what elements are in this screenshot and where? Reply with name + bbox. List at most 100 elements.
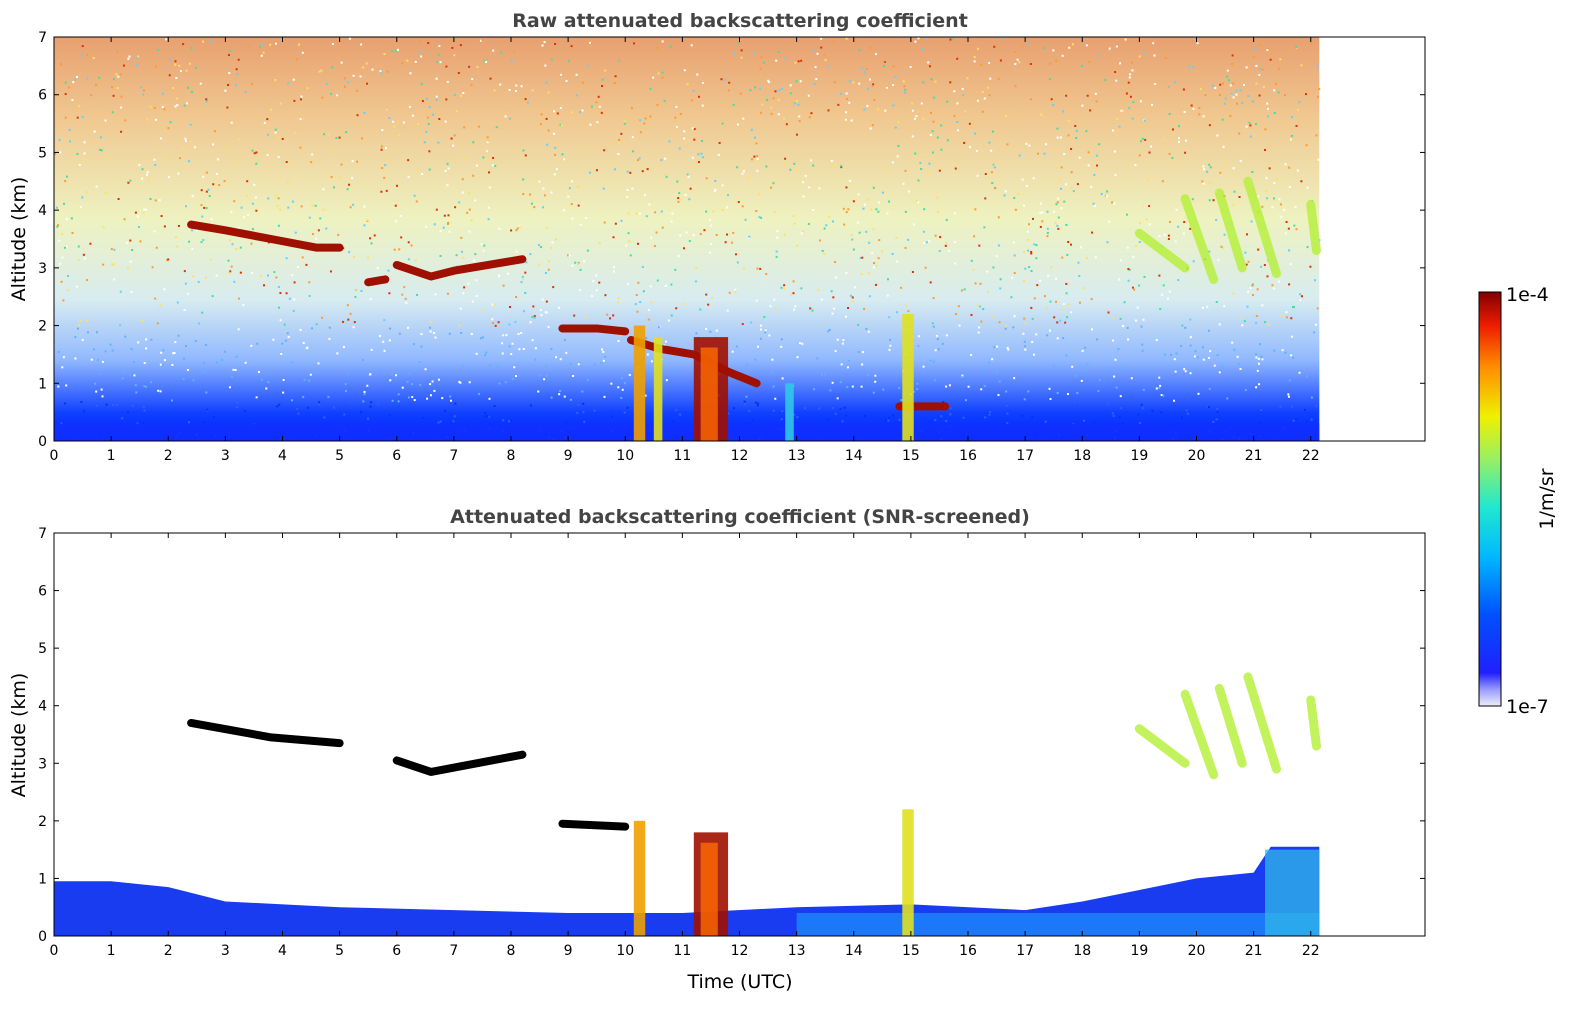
noise-speck xyxy=(157,389,160,392)
noise-speck xyxy=(1280,314,1283,317)
noise-speck xyxy=(820,46,823,49)
noise-speck xyxy=(966,77,969,80)
noise-speck xyxy=(921,48,924,51)
noise-speck xyxy=(385,108,388,111)
noise-speck xyxy=(493,89,496,92)
noise-speck xyxy=(352,74,355,77)
noise-speck xyxy=(82,410,85,413)
noise-speck xyxy=(1055,277,1058,280)
noise-speck xyxy=(668,140,671,143)
noise-speck xyxy=(841,342,844,345)
noise-speck xyxy=(120,130,123,133)
noise-speck xyxy=(868,295,871,298)
noise-speck xyxy=(163,288,166,291)
noise-speck xyxy=(567,254,570,257)
noise-speck xyxy=(1163,233,1166,236)
noise-speck xyxy=(550,191,553,194)
noise-speck xyxy=(223,350,226,353)
noise-speck xyxy=(922,230,925,233)
noise-speck xyxy=(491,318,494,321)
noise-speck xyxy=(388,292,391,295)
noise-speck xyxy=(767,81,770,84)
noise-speck xyxy=(1309,265,1312,268)
noise-speck xyxy=(1141,349,1144,352)
noise-speck xyxy=(169,121,172,124)
noise-speck xyxy=(518,226,521,229)
noise-speck xyxy=(582,402,585,405)
noise-speck xyxy=(834,261,837,264)
noise-speck xyxy=(487,206,490,209)
noise-speck xyxy=(460,94,463,97)
noise-speck xyxy=(1096,164,1099,167)
noise-speck xyxy=(1078,301,1081,304)
noise-speck xyxy=(1049,398,1052,401)
noise-speck xyxy=(295,58,298,61)
noise-speck xyxy=(265,387,268,390)
noise-speck xyxy=(1129,95,1132,98)
noise-speck xyxy=(861,363,864,366)
noise-speck xyxy=(361,369,364,372)
noise-speck xyxy=(872,262,875,265)
noise-speck xyxy=(134,211,137,214)
noise-speck xyxy=(726,309,729,312)
noise-speck xyxy=(586,378,589,381)
noise-speck xyxy=(1056,321,1059,324)
noise-speck xyxy=(765,165,768,168)
noise-speck xyxy=(905,304,908,307)
noise-speck xyxy=(71,99,74,102)
noise-speck xyxy=(1298,101,1301,104)
noise-speck xyxy=(487,218,490,221)
noise-speck xyxy=(325,227,328,230)
noise-speck xyxy=(407,396,410,399)
noise-speck xyxy=(299,328,302,331)
noise-speck xyxy=(960,289,963,292)
noise-speck xyxy=(773,211,776,214)
noise-speck xyxy=(760,56,763,59)
noise-speck xyxy=(866,104,869,107)
noise-speck xyxy=(316,371,319,374)
noise-speck xyxy=(715,329,718,332)
noise-speck xyxy=(587,41,590,44)
noise-speck xyxy=(81,196,84,199)
y-tick-label: 1 xyxy=(38,871,47,887)
noise-speck xyxy=(1291,405,1294,408)
noise-speck xyxy=(437,141,440,144)
noise-speck xyxy=(1097,389,1100,392)
noise-speck xyxy=(1048,78,1051,81)
noise-speck xyxy=(874,283,877,286)
noise-speck xyxy=(1199,87,1202,90)
noise-speck xyxy=(325,82,328,85)
noise-speck xyxy=(734,290,737,293)
noise-speck xyxy=(1306,246,1309,249)
noise-speck xyxy=(261,43,264,46)
noise-speck xyxy=(165,155,168,158)
noise-speck xyxy=(444,169,447,172)
noise-speck xyxy=(1033,243,1036,246)
noise-speck xyxy=(229,270,232,273)
noise-speck xyxy=(1295,45,1298,48)
colorbar-min-label: 1e-7 xyxy=(1506,696,1549,718)
noise-speck xyxy=(416,293,419,296)
noise-speck xyxy=(400,236,403,239)
noise-speck xyxy=(318,401,321,404)
noise-speck xyxy=(410,383,413,386)
noise-speck xyxy=(1251,283,1254,286)
noise-speck xyxy=(1077,261,1080,264)
noise-speck xyxy=(847,359,850,362)
noise-speck xyxy=(146,171,149,174)
noise-speck xyxy=(864,71,867,74)
noise-speck xyxy=(273,271,276,274)
cloud-layer xyxy=(558,819,630,831)
noise-speck xyxy=(1231,341,1234,344)
noise-speck xyxy=(761,103,764,106)
noise-speck xyxy=(1130,377,1133,380)
noise-speck xyxy=(692,89,695,92)
noise-speck xyxy=(670,283,673,286)
noise-speck xyxy=(389,327,392,330)
noise-speck xyxy=(413,194,416,197)
noise-speck xyxy=(1046,334,1049,337)
noise-speck xyxy=(628,240,631,243)
noise-speck xyxy=(515,84,518,87)
noise-speck xyxy=(627,212,630,215)
noise-speck xyxy=(1162,284,1165,287)
